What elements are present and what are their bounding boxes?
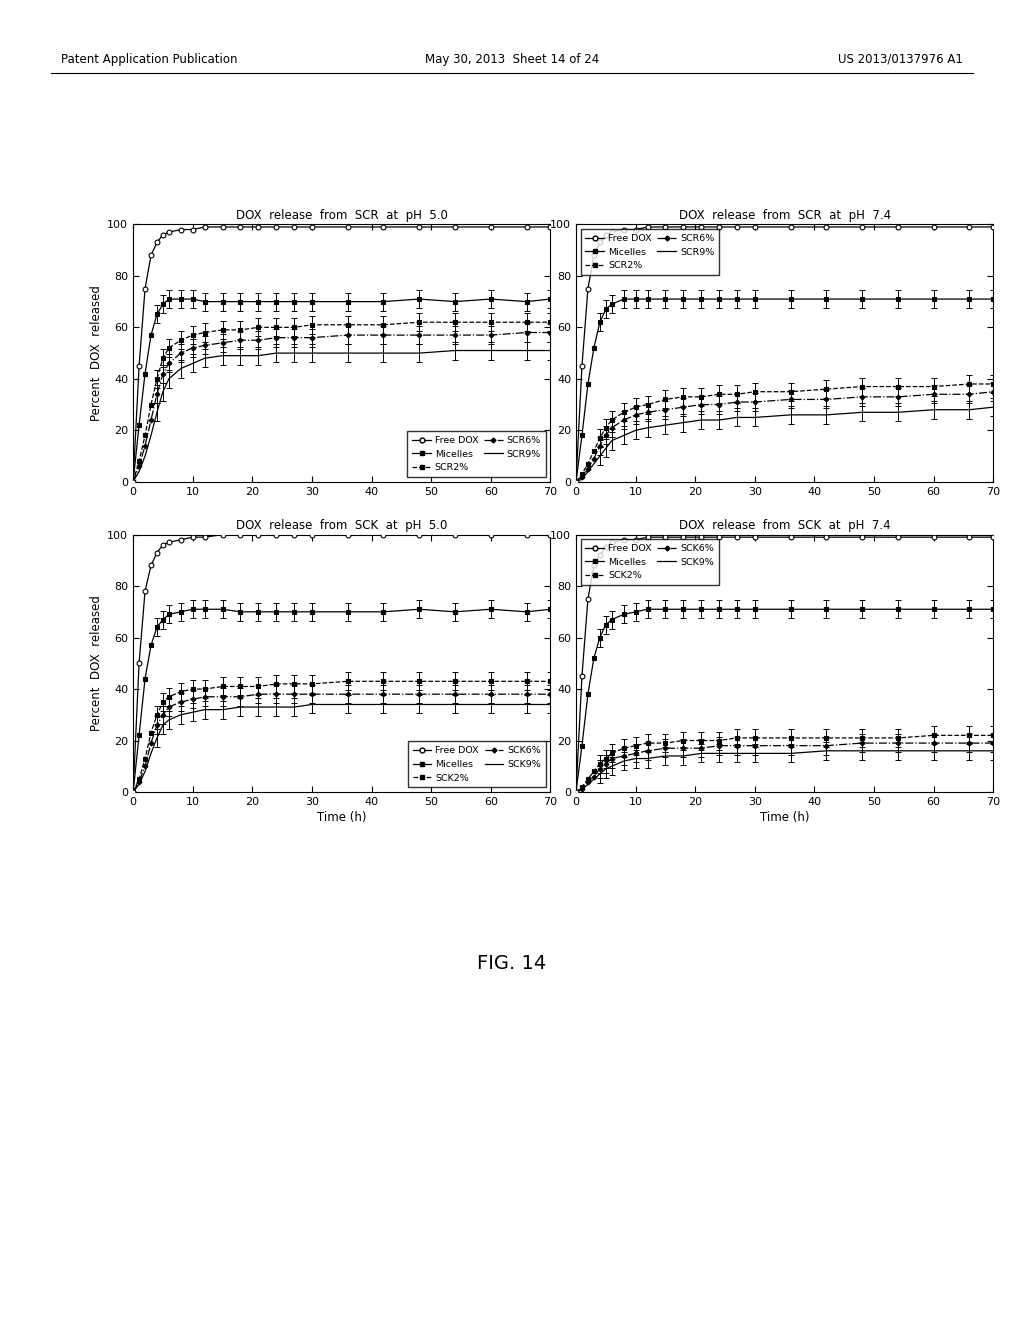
Title: DOX  release  from  SCK  at  pH  7.4: DOX release from SCK at pH 7.4 [679, 519, 891, 532]
Legend: Free DOX, Micelles, SCK2%, SCK6%, SCK9%: Free DOX, Micelles, SCK2%, SCK6%, SCK9% [408, 742, 546, 787]
Title: DOX  release  from  SCK  at  pH  5.0: DOX release from SCK at pH 5.0 [237, 519, 447, 532]
Text: FIG. 14: FIG. 14 [477, 954, 547, 973]
Legend: Free DOX, Micelles, SCR2%, SCR6%, SCR9%: Free DOX, Micelles, SCR2%, SCR6%, SCR9% [408, 432, 546, 477]
Title: DOX  release  from  SCR  at  pH  7.4: DOX release from SCR at pH 7.4 [679, 209, 891, 222]
Title: DOX  release  from  SCR  at  pH  5.0: DOX release from SCR at pH 5.0 [236, 209, 447, 222]
Legend: Free DOX, Micelles, SCR2%, SCR6%, SCR9%: Free DOX, Micelles, SCR2%, SCR6%, SCR9% [581, 230, 719, 275]
Legend: Free DOX, Micelles, SCK2%, SCK6%, SCK9%: Free DOX, Micelles, SCK2%, SCK6%, SCK9% [581, 540, 719, 585]
Text: May 30, 2013  Sheet 14 of 24: May 30, 2013 Sheet 14 of 24 [425, 53, 599, 66]
Text: US 2013/0137976 A1: US 2013/0137976 A1 [838, 53, 963, 66]
Text: Patent Application Publication: Patent Application Publication [61, 53, 238, 66]
Y-axis label: Percent  DOX  released: Percent DOX released [90, 285, 103, 421]
X-axis label: Time (h): Time (h) [760, 810, 809, 824]
X-axis label: Time (h): Time (h) [317, 810, 367, 824]
Y-axis label: Percent  DOX  released: Percent DOX released [90, 595, 103, 731]
